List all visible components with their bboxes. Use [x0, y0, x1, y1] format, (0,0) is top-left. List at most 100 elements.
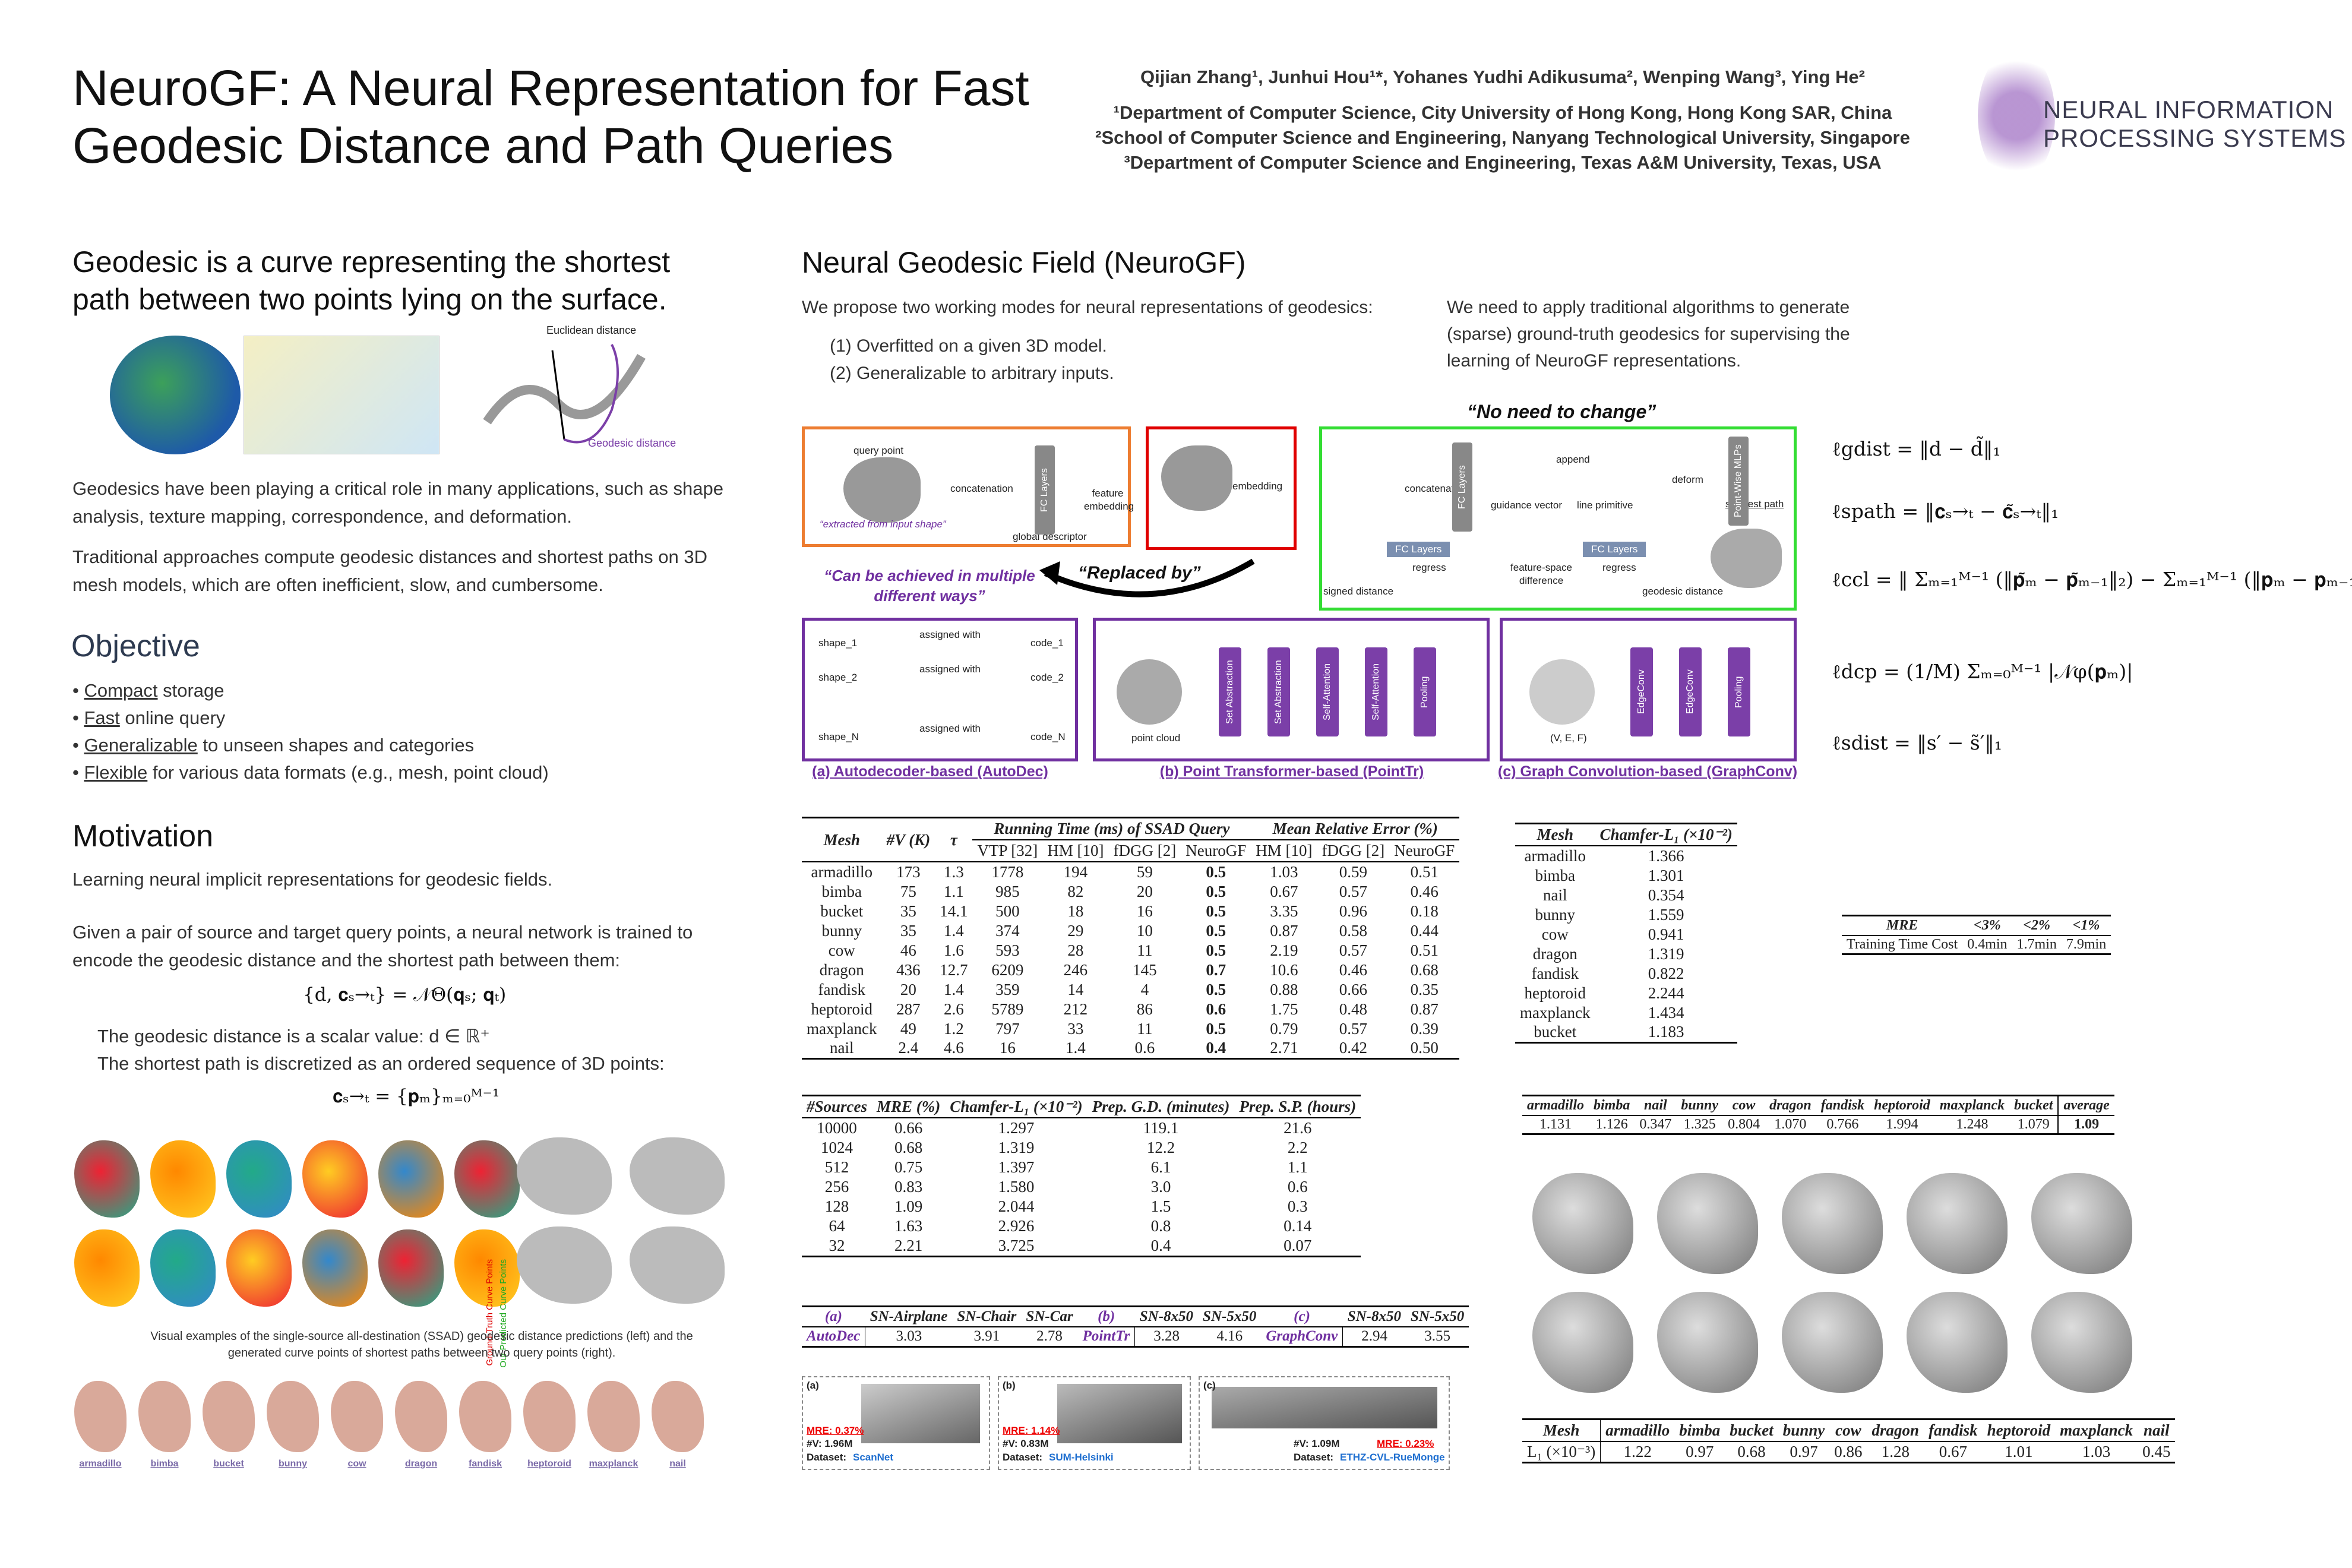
- cell: 0.57: [1339, 882, 1367, 900]
- cell: GraphConv: [1261, 1327, 1343, 1346]
- scene-frame: [998, 1376, 1191, 1470]
- cell: bucket: [820, 902, 864, 920]
- cell: bunny: [821, 921, 862, 940]
- bullet: • Generalizable to unseen shapes and cat…: [72, 735, 475, 755]
- cell: 0.5: [1206, 980, 1226, 998]
- cell: 797: [995, 1019, 1020, 1038]
- column-header: HM [10]: [1251, 840, 1317, 862]
- caption: Visual examples of the single-source all…: [150, 1330, 693, 1360]
- text: to unseen shapes and categories: [197, 735, 475, 755]
- scene-dataset-label: Dataset:: [1003, 1452, 1043, 1463]
- caption: (c) Graph Convolution-based (GraphConv): [1497, 763, 1798, 780]
- column-header: #V (K): [881, 817, 935, 862]
- map: [244, 336, 440, 454]
- mesh-render: [74, 1140, 140, 1218]
- cell: 1.580: [998, 1177, 1035, 1196]
- geodesic-sketch: [483, 344, 646, 444]
- code-label: code_N: [1030, 731, 1066, 742]
- mesh-render: [1532, 1173, 1633, 1274]
- header-row: MRE <3% <2% <1%: [1842, 915, 2111, 936]
- cell: 1.319: [1648, 944, 1684, 963]
- cell: 46: [900, 941, 916, 959]
- cell: maxplanck: [1520, 1003, 1591, 1022]
- decoder-box: [1319, 426, 1797, 611]
- table: (a) SN-Airplane SN-Chair SN-Car (b) SN-8x50 SN…: [802, 1305, 1469, 1348]
- cell: 0.48: [1339, 1000, 1367, 1018]
- cell: 1.3: [943, 863, 964, 881]
- mesh-render: [138, 1381, 191, 1452]
- row: cow 0.941: [1515, 925, 1737, 944]
- cell: heptoroid: [811, 1000, 872, 1018]
- column-header: (a): [802, 1306, 865, 1327]
- caption: (a) Autodecoder-based (AutoDec): [812, 763, 1048, 780]
- cell: 1.75: [1270, 1000, 1298, 1018]
- cell: 3.03: [896, 1328, 922, 1344]
- row: Training Time Cost 0.4min 1.7min 7.9min: [1842, 935, 2111, 954]
- cell: 0.51: [1410, 863, 1439, 881]
- cell: 1.01: [2005, 1443, 2033, 1460]
- cell: 0.68: [1737, 1443, 1766, 1460]
- cell: 0.67: [1270, 882, 1298, 900]
- row: AutoDec 3.03 3.91 2.78 PointTr 3.28 4.16 GraphC…: [802, 1327, 1469, 1346]
- curve-render: [630, 1226, 725, 1304]
- scene-vertices: #V: 0.83M: [1003, 1438, 1049, 1449]
- cell: 4.16: [1216, 1328, 1243, 1344]
- cell: 1.319: [998, 1138, 1035, 1156]
- label: point cloud: [1131, 732, 1181, 744]
- scene-mre: MRE: 0.23%: [1377, 1438, 1434, 1449]
- cell: 512: [824, 1158, 849, 1176]
- mesh-name: nail: [669, 1459, 686, 1469]
- keyword: Flexible: [84, 762, 148, 783]
- mesh-name: armadillo: [79, 1459, 122, 1469]
- table: Mesh armadillo bimba bucket bunny cow dragon fa…: [1522, 1418, 2176, 1463]
- cell: PointTr: [1077, 1327, 1136, 1346]
- mesh-render: [1782, 1173, 1883, 1274]
- cell: 985: [995, 882, 1020, 900]
- block: FC Layers: [1583, 542, 1646, 558]
- title: NeuroGF: A Neural Representation for Fas…: [72, 60, 1029, 174]
- mesh-render: [74, 1229, 140, 1307]
- mesh-render: [203, 1381, 255, 1452]
- mesh-render: [331, 1381, 383, 1452]
- block: EdgeConv: [1630, 647, 1653, 736]
- column-header: τ: [935, 817, 973, 862]
- bullet: The geodesic distance is a scalar value:…: [97, 1026, 490, 1047]
- cell: 0.5: [1206, 1019, 1226, 1038]
- column-header: dragon: [1765, 1095, 1816, 1116]
- table: Mesh #V (K) τ Running Time (ms) of SSAD Que…: [802, 817, 1460, 1060]
- cell: 0.39: [1410, 1019, 1439, 1038]
- text: storage: [157, 680, 225, 701]
- cell: 0.4: [1150, 1236, 1171, 1254]
- cell: 2.78: [1036, 1328, 1063, 1344]
- scene-dataset-label: Dataset:: [1294, 1452, 1334, 1463]
- cell: armadillo: [1524, 847, 1586, 865]
- block: FC Layers: [1035, 445, 1055, 535]
- cell: 0.87: [1410, 1000, 1439, 1018]
- cell: bunny: [1535, 905, 1575, 924]
- cell: Training Time Cost: [1847, 937, 1958, 952]
- column-header: VTP [32]: [972, 840, 1043, 862]
- cell: 3.55: [1424, 1328, 1451, 1344]
- row: armadillo 1.366: [1515, 846, 1737, 866]
- diagram-label: regress: [1412, 562, 1446, 573]
- cell: 0.68: [894, 1138, 923, 1156]
- row: bimba 1.301: [1515, 866, 1737, 886]
- cell: 2.19: [1270, 941, 1298, 959]
- column-header: SN-Chair: [952, 1306, 1022, 1327]
- row: bunny 35 1.4 374 29 10 0.5 0.87 0.58 0.44: [802, 921, 1459, 941]
- mesh-render: [150, 1140, 216, 1218]
- overfit-box: [802, 426, 1131, 547]
- column-header: SN-8x50: [1134, 1306, 1199, 1327]
- column-header: SN-8x50: [1342, 1306, 1406, 1327]
- column-header: fandisk: [1924, 1419, 1983, 1442]
- figure-label: Euclidean distance: [546, 324, 637, 336]
- mesh-render: [454, 1229, 520, 1307]
- cell: fandisk: [818, 980, 865, 998]
- block: Pooling: [1728, 647, 1750, 736]
- caption: (b) Point Transformer-based (PointTr): [1159, 763, 1424, 780]
- diagram-label: global descriptor: [1013, 531, 1087, 542]
- table: #Sources MRE (%) Chamfer-L₁ (×10⁻²) Prep. G…: [802, 1095, 1361, 1257]
- cell: 82: [1067, 882, 1084, 900]
- cell: 3.35: [1270, 902, 1298, 920]
- column-header: (c): [1261, 1306, 1343, 1327]
